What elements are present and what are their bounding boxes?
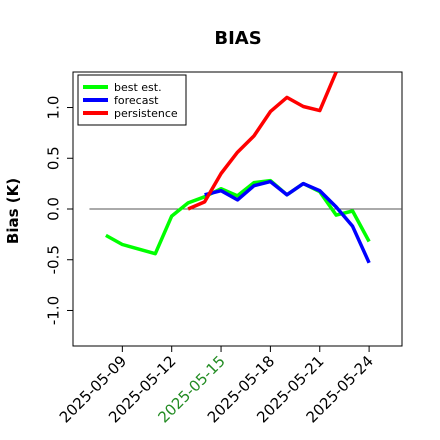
y-tick-label: -0.5 [44, 245, 62, 274]
y-tick-label: 0.0 [44, 197, 62, 221]
series-line-persistence [187, 72, 338, 211]
chart-title: BIAS [214, 28, 261, 49]
y-tick-label: 1.0 [44, 96, 62, 120]
y-axis-ticks: -1.0 -0.5 0.0 0.5 1.0 [44, 96, 73, 325]
y-axis-label: Bias (K) [4, 178, 22, 244]
legend-label: persistence [114, 107, 178, 120]
series-layer [105, 72, 371, 264]
y-tick-label: 0.5 [44, 146, 62, 170]
y-tick-label: -1.0 [44, 296, 62, 325]
series-line-forecast [204, 179, 371, 264]
legend-label: best est. [114, 81, 162, 94]
series-line-best-est [105, 178, 371, 256]
legend-label: forecast [114, 94, 159, 107]
x-axis-ticks: 2025-05-092025-05-122025-05-152025-05-18… [56, 346, 377, 426]
